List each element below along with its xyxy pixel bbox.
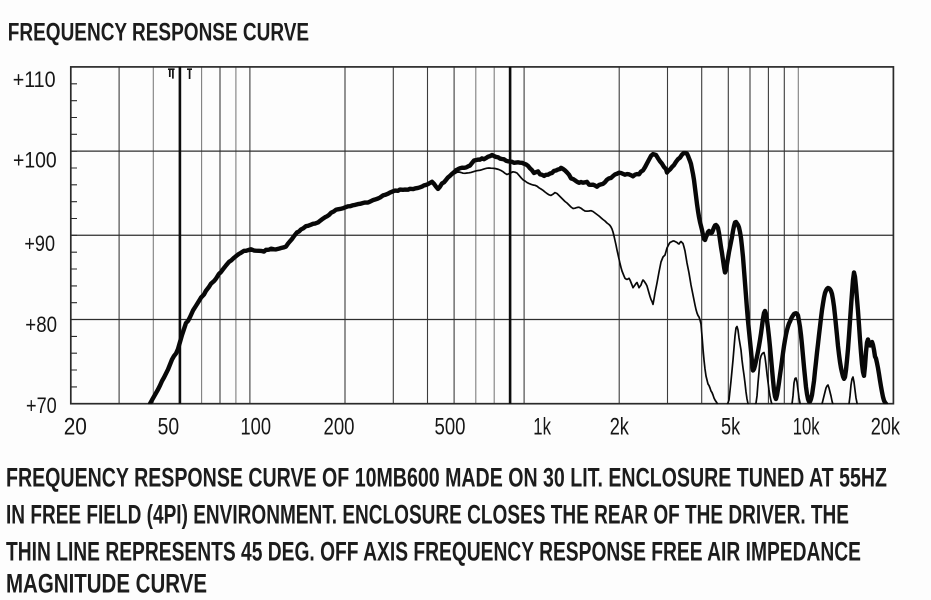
svg-text:IN FREE FIELD (4PI) ENVIRONMEN: IN FREE FIELD (4PI) ENVIRONMENT. ENCLOSU… xyxy=(6,500,849,530)
svg-text:5k: 5k xyxy=(721,415,740,441)
svg-text:200: 200 xyxy=(324,415,355,441)
svg-text:+70: +70 xyxy=(26,393,57,418)
svg-text:THIN LINE REPRESENTS 45 DEG. O: THIN LINE REPRESENTS 45 DEG. OFF AXIS FR… xyxy=(6,537,861,567)
svg-text:500: 500 xyxy=(435,415,466,441)
svg-text:FREQUENCY RESPONSE CURVE: FREQUENCY RESPONSE CURVE xyxy=(8,19,309,47)
svg-text:+100: +100 xyxy=(13,148,57,173)
svg-text:FREQUENCY RESPONSE CURVE OF 10: FREQUENCY RESPONSE CURVE OF 10MB600 MADE… xyxy=(6,463,887,493)
svg-text:2k: 2k xyxy=(610,415,629,441)
svg-text:50: 50 xyxy=(158,415,180,441)
svg-text:+90: +90 xyxy=(24,231,55,256)
svg-text:20: 20 xyxy=(64,415,87,441)
svg-text:100: 100 xyxy=(241,415,272,441)
svg-text:+80: +80 xyxy=(25,312,57,337)
svg-text:MAGNITUDE CURVE: MAGNITUDE CURVE xyxy=(6,569,207,599)
svg-text:+110: +110 xyxy=(13,67,56,92)
svg-text:10k: 10k xyxy=(793,415,820,441)
svg-text:1k: 1k xyxy=(533,415,551,441)
svg-text:20k: 20k xyxy=(871,415,900,441)
